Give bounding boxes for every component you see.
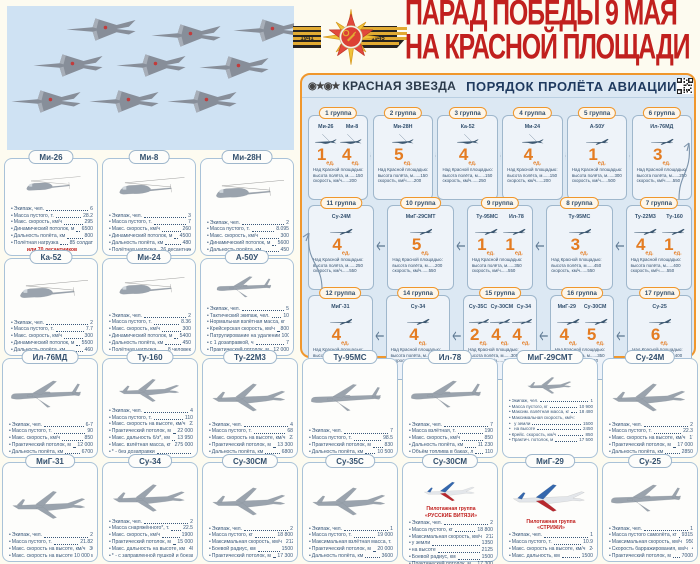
svg-text:1941: 1941	[300, 36, 314, 42]
